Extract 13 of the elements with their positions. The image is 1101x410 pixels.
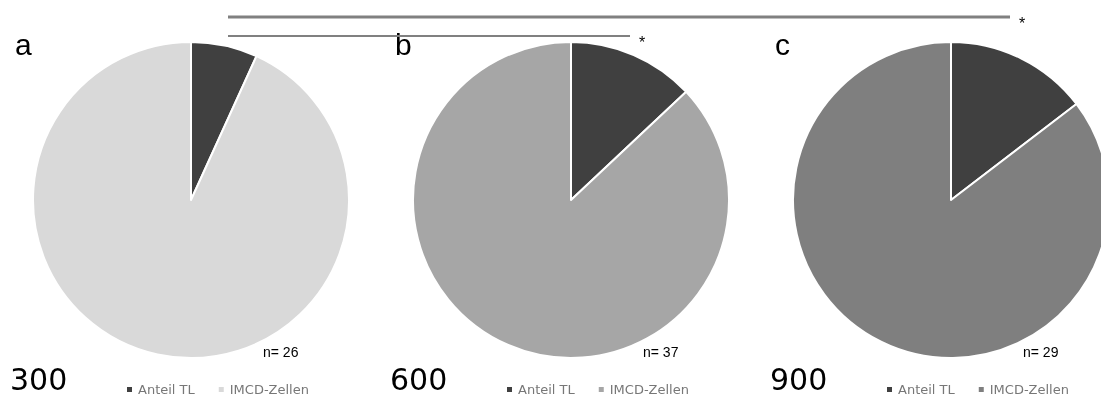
text: 600 <box>390 361 448 397</box>
legend-label: IMCD-Zellen <box>609 382 689 397</box>
legend-label: IMCD-Zellen <box>989 382 1069 397</box>
legend-label: Anteil TL <box>518 382 576 397</box>
legend-label: Anteil TL <box>898 382 956 397</box>
text: 900 <box>770 361 828 397</box>
legend-label: Anteil TL <box>138 382 196 397</box>
text: n= 37 <box>643 344 679 360</box>
text: n= 29 <box>1023 344 1059 360</box>
text: 300 <box>10 361 68 397</box>
chart-title: a <box>15 27 32 61</box>
legend-label: IMCD-Zellen <box>229 382 309 397</box>
text: n= 26 <box>263 344 299 360</box>
